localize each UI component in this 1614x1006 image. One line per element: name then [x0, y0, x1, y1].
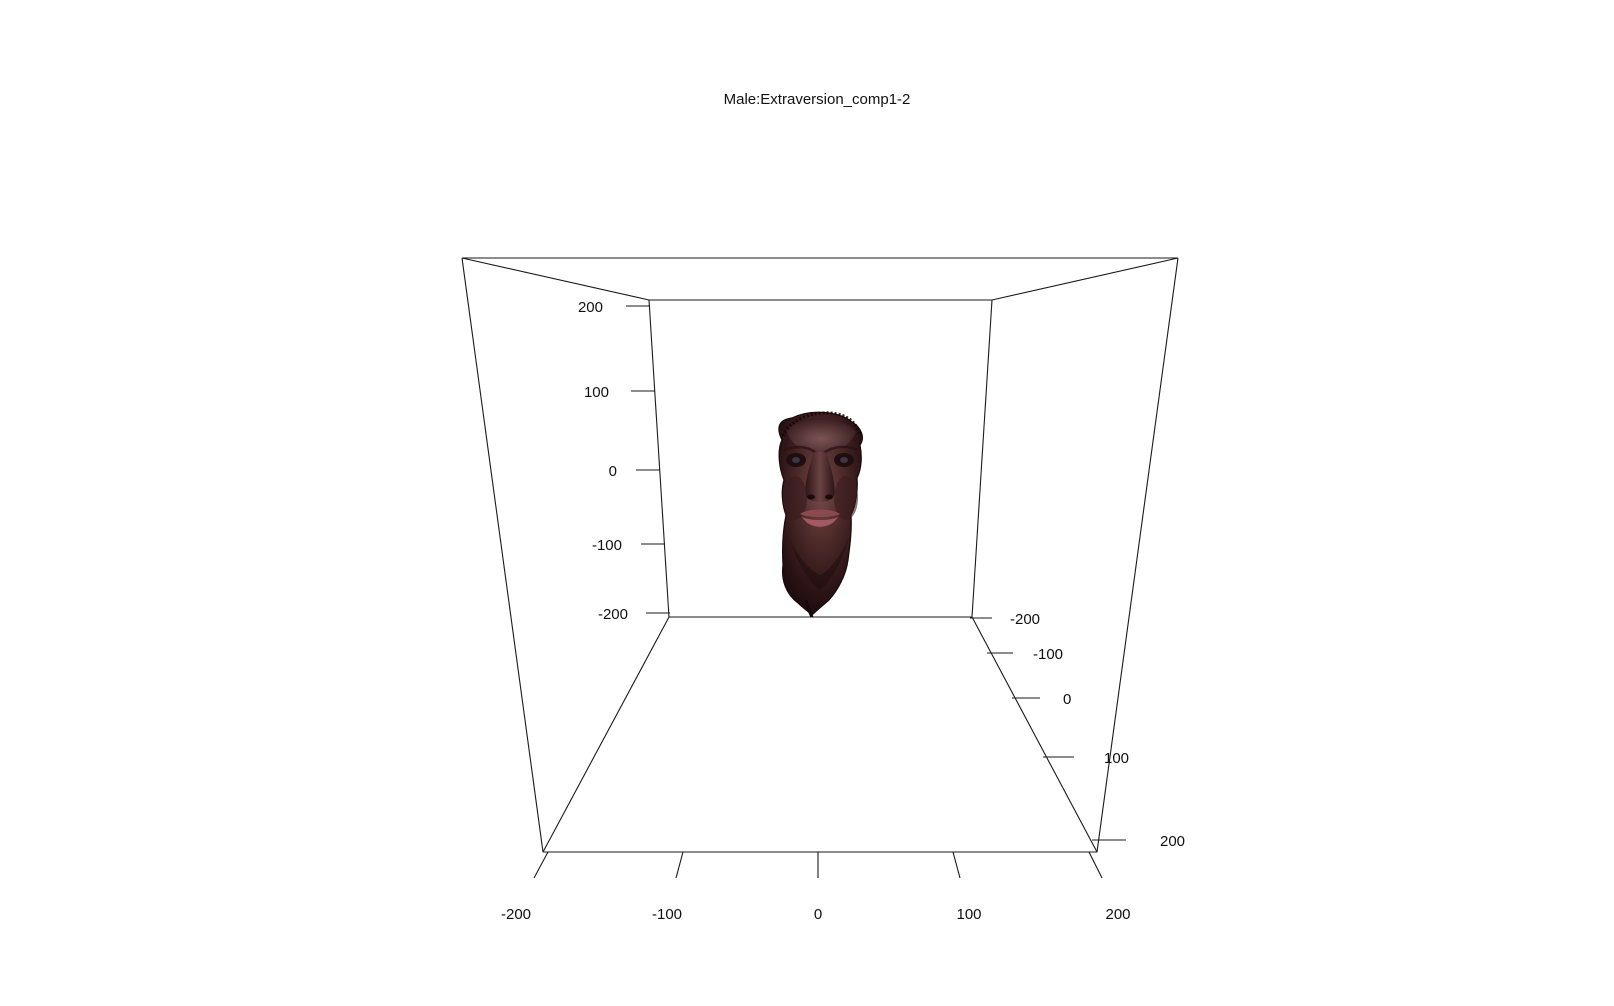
nostril-right: [825, 494, 833, 500]
vaxis-tick-label: 200: [578, 299, 603, 316]
haxis-tick: [952, 851, 961, 879]
vaxis-tick-label: -100: [592, 537, 622, 554]
diag-top-left: [461, 257, 650, 301]
depth-axis: -200 -100 0 100 200: [970, 611, 1185, 850]
nose: [805, 452, 835, 502]
left-pupil: [792, 457, 800, 463]
daxis-tick-label: 0: [1063, 691, 1071, 708]
haxis-tick: [1088, 851, 1103, 879]
horizontal-axis: -200 -100 0 100 200: [501, 851, 1131, 923]
right-pupil: [840, 457, 848, 463]
nostril-left: [807, 494, 815, 500]
diag-bottom-left: [542, 616, 670, 853]
back-right-edge: [971, 299, 993, 618]
plot-title: Male:Extraversion_comp1-2: [724, 91, 911, 108]
vaxis-tick-label: -200: [598, 606, 628, 623]
daxis-tick-label: -100: [1033, 646, 1063, 663]
daxis-tick-label: 200: [1160, 833, 1185, 850]
haxis-tick-label: 200: [1105, 906, 1130, 923]
right-cheek: [834, 476, 858, 520]
diag-top-right: [991, 257, 1179, 301]
vaxis-tick-label: 0: [609, 463, 617, 480]
lower-lip: [802, 517, 838, 527]
jaw-shadow: [790, 540, 848, 590]
haxis-tick: [533, 851, 549, 879]
face-mesh: [778, 411, 863, 618]
vaxis-tick-label: 100: [584, 384, 609, 401]
back-left-edge: [648, 299, 670, 618]
diag-bottom-right: [971, 616, 1098, 853]
upper-lip: [800, 509, 840, 517]
bounding-box: [461, 257, 1179, 853]
box-right-outer-edge: [1096, 257, 1179, 853]
haxis-tick-label: -100: [652, 906, 682, 923]
hairline-texture: [781, 411, 862, 437]
daxis-tick-label: 100: [1104, 750, 1129, 767]
left-cheek: [783, 476, 807, 520]
forehead: [786, 418, 856, 452]
vertical-axis: 200 100 0 -100 -200: [578, 299, 670, 623]
box-left-outer-edge: [461, 257, 544, 853]
daxis-tick-label: -200: [1010, 611, 1040, 628]
haxis-tick-label: 0: [814, 906, 822, 923]
neck-tail: [804, 599, 814, 618]
haxis-tick-label: -200: [501, 906, 531, 923]
haxis-tick: [675, 851, 684, 879]
haxis-tick-label: 100: [956, 906, 981, 923]
